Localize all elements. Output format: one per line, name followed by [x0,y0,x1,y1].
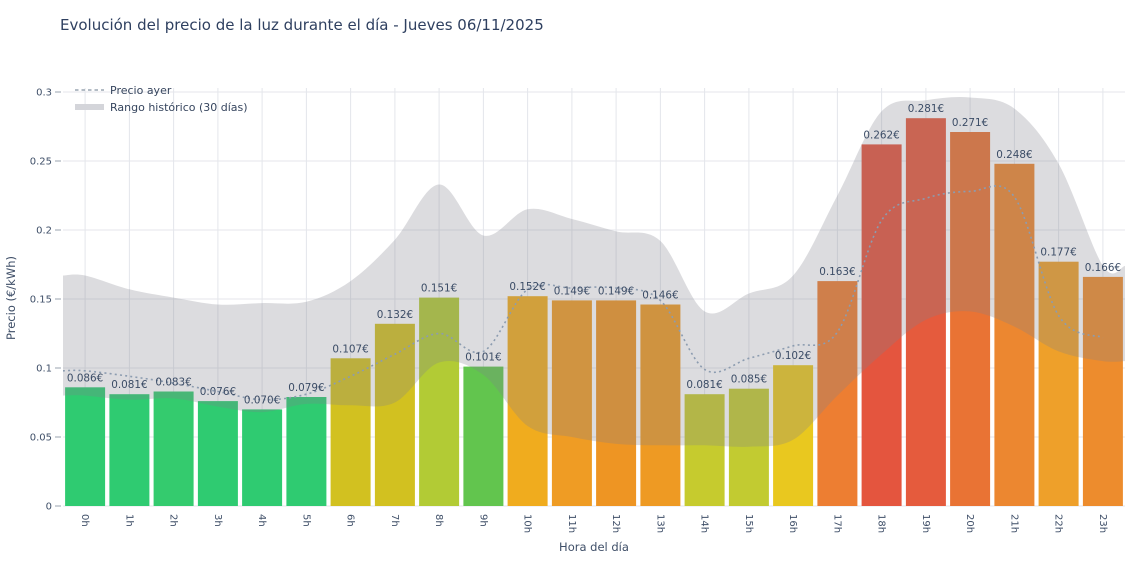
bar-21h [994,163,1035,507]
y-tick-label: 0.3 [36,88,52,99]
value-label-16h: 0.102€ [775,350,811,362]
value-label-10h: 0.152€ [509,281,545,293]
y-tick-label: 0.05 [30,433,52,444]
x-axis-title: Hora del día [559,540,629,554]
bar-19h [905,118,946,506]
value-label-3h: 0.076€ [200,386,236,398]
value-label-23h: 0.166€ [1085,262,1121,274]
value-label-4h: 0.070€ [244,394,280,406]
x-tick-label-8h: 8h [433,514,444,527]
x-tick-label-2h: 2h [168,514,179,527]
bar-1h [109,394,150,506]
bar-22h [1038,261,1079,506]
bar-0h [65,387,106,506]
range-band-area [63,97,1125,447]
bar-15h [728,388,769,506]
bar-13h [640,304,681,506]
x-tick-label-22h: 22h [1053,514,1064,533]
x-tick-label-4h: 4h [256,514,267,527]
bar-10h [507,296,548,506]
x-tick-label-14h: 14h [699,514,710,533]
bar-14h [684,394,725,506]
bar-3h [197,401,238,506]
y-tick-label: 0.2 [36,226,52,237]
bar-23h [1082,276,1123,506]
x-tick-label-9h: 9h [477,514,488,527]
bar-17h [817,281,858,506]
x-tick-label-17h: 17h [831,514,842,533]
historical-range-band [63,97,1125,447]
value-label-2h: 0.083€ [155,377,191,389]
price-bars [65,118,1123,507]
chart-title: Evolución del precio de la luz durante e… [60,16,544,34]
value-label-7h: 0.132€ [377,309,413,321]
value-label-20h: 0.271€ [952,117,988,129]
bar-4h [242,409,283,506]
bar-value-labels: 0.086€ 0.081€ 0.083€ 0.076€ 0.070€ 0.079€ 0.10… [67,103,1121,406]
x-tick-label-21h: 21h [1008,514,1019,533]
x-tick-label-3h: 3h [212,514,223,527]
x-axis-ticks: 0h 1h 2h 3h 4h 5h 6h 7h 8h 9h 10h 11h 12h 13h 14h 15h 16… [79,514,1108,533]
bar-5h [286,397,327,506]
value-label-19h: 0.281€ [908,103,944,115]
x-tick-label-23h: 23h [1097,514,1108,533]
y-tick-label: 0 [46,502,52,513]
value-label-21h: 0.248€ [996,149,1032,161]
bar-16h [773,365,814,506]
x-tick-label-15h: 15h [743,514,754,533]
x-tick-label-1h: 1h [123,514,134,527]
value-label-6h: 0.107€ [332,343,368,355]
bar-2h [153,391,194,506]
bar-12h [596,300,637,506]
x-tick-label-20h: 20h [964,514,975,533]
y-tick-label: 0.15 [30,295,52,306]
x-tick-label-7h: 7h [389,514,400,527]
value-label-15h: 0.085€ [731,374,767,386]
x-tick-label-16h: 16h [787,514,798,533]
value-label-22h: 0.177€ [1040,247,1076,259]
x-tick-label-0h: 0h [79,514,90,527]
value-label-12h: 0.149€ [598,285,634,297]
bar-11h [551,300,592,506]
x-tick-label-19h: 19h [920,514,931,533]
legend-rango-historico-label: Rango histórico (30 días) [110,101,248,114]
value-label-9h: 0.101€ [465,352,501,364]
y-axis-title: Precio (€/kWh) [4,256,18,340]
precio-ayer-line [62,185,1104,401]
value-label-11h: 0.149€ [554,285,590,297]
value-label-8h: 0.151€ [421,283,457,295]
value-label-17h: 0.163€ [819,266,855,278]
value-label-0h: 0.086€ [67,372,103,384]
y-axis-ticks: 0 0.05 0.1 0.15 0.2 0.25 0.3 [30,88,61,513]
bar-9h [463,366,504,506]
legend-precio-ayer-label: Precio ayer [110,84,172,97]
value-label-13h: 0.146€ [642,290,678,302]
x-tick-label-12h: 12h [610,514,621,533]
bar-20h [950,132,991,506]
x-tick-label-18h: 18h [876,514,887,533]
x-tick-label-10h: 10h [522,514,533,533]
legend: Precio ayer Rango histórico (30 días) [75,84,248,114]
value-label-5h: 0.079€ [288,382,324,394]
y-tick-label: 0.1 [36,364,52,375]
y-tick-label: 0.25 [30,157,52,168]
value-label-1h: 0.081€ [111,379,147,391]
bar-8h [419,297,460,506]
x-tick-label-11h: 11h [566,514,577,533]
yesterday-price-line [62,185,1104,401]
bar-18h [861,144,902,506]
value-label-14h: 0.081€ [686,379,722,391]
value-label-18h: 0.262€ [863,129,899,141]
x-tick-label-13h: 13h [654,514,665,533]
x-tick-label-5h: 5h [300,514,311,527]
bar-6h [330,358,371,506]
x-tick-label-6h: 6h [345,514,356,527]
